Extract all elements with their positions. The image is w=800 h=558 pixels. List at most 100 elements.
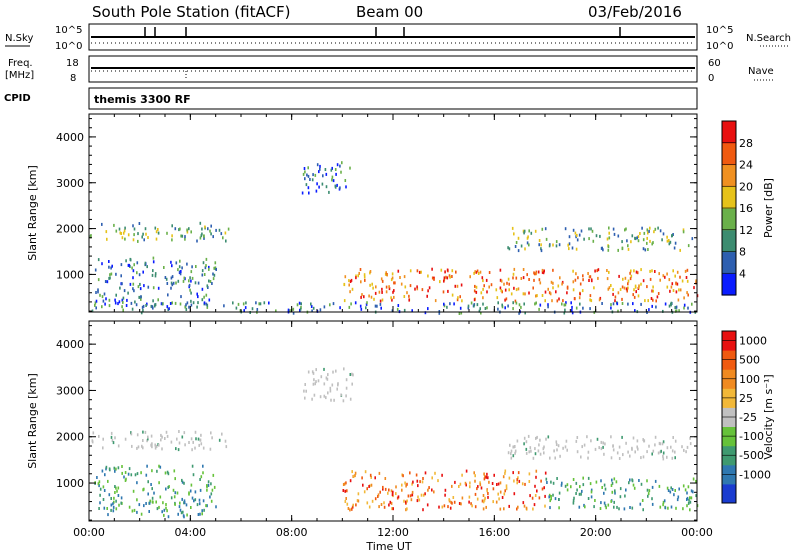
data-cell bbox=[548, 495, 550, 499]
data-cell bbox=[206, 504, 208, 508]
data-cell bbox=[343, 299, 346, 303]
data-cell bbox=[182, 279, 185, 283]
data-cell bbox=[124, 437, 127, 441]
data-cell bbox=[404, 285, 407, 289]
data-cell bbox=[613, 505, 615, 509]
data-cell bbox=[196, 292, 198, 296]
data-cell bbox=[662, 457, 665, 461]
data-cell bbox=[319, 164, 321, 168]
data-cell bbox=[516, 478, 518, 482]
data-cell bbox=[111, 439, 114, 442]
data-cell bbox=[136, 510, 138, 514]
data-cell bbox=[332, 179, 335, 183]
data-cell bbox=[498, 497, 500, 501]
data-cell bbox=[207, 227, 209, 231]
data-cell bbox=[597, 268, 600, 272]
data-cell bbox=[171, 301, 173, 305]
data-cell bbox=[401, 488, 403, 492]
nsky-right-top: 10^5 bbox=[706, 25, 733, 36]
data-cell bbox=[503, 507, 505, 511]
data-cell bbox=[365, 302, 368, 306]
data-cell bbox=[374, 304, 377, 308]
data-cell bbox=[596, 437, 599, 441]
data-cell bbox=[503, 492, 506, 496]
data-cell bbox=[164, 437, 166, 440]
data-cell bbox=[191, 496, 194, 500]
data-cell bbox=[349, 280, 352, 283]
data-cell bbox=[629, 478, 631, 482]
data-cell bbox=[580, 455, 582, 459]
data-cell bbox=[604, 504, 607, 508]
data-cell bbox=[321, 182, 324, 186]
data-cell bbox=[531, 496, 534, 500]
data-cell bbox=[517, 236, 520, 240]
data-cell bbox=[346, 502, 349, 506]
data-cell bbox=[382, 485, 384, 489]
data-cell bbox=[114, 298, 116, 302]
data-cell bbox=[624, 494, 626, 498]
data-cell bbox=[431, 488, 433, 492]
data-cell bbox=[179, 302, 182, 306]
data-cell bbox=[528, 229, 530, 233]
data-cell bbox=[179, 272, 182, 276]
data-cell bbox=[206, 488, 208, 492]
data-cell bbox=[348, 279, 350, 283]
data-cell bbox=[642, 238, 645, 242]
data-cell bbox=[626, 239, 628, 243]
data-cell bbox=[115, 467, 117, 471]
data-cell bbox=[671, 449, 674, 453]
data-cell bbox=[115, 486, 117, 490]
data-cell bbox=[642, 279, 645, 283]
data-cell bbox=[176, 491, 179, 495]
data-cell bbox=[473, 289, 476, 293]
data-cell bbox=[179, 259, 181, 263]
colorbar-tick-label: 25 bbox=[739, 392, 753, 405]
data-cell bbox=[629, 506, 631, 509]
cpid-panel: CPID themis 3300 RF bbox=[4, 87, 698, 110]
data-cell bbox=[344, 179, 347, 182]
data-cell bbox=[421, 480, 424, 484]
data-cell bbox=[639, 232, 641, 235]
data-cell bbox=[166, 305, 169, 309]
data-cell bbox=[141, 235, 143, 239]
data-cell bbox=[627, 286, 629, 290]
data-cell bbox=[593, 505, 595, 509]
data-cell bbox=[343, 367, 345, 371]
data-cell bbox=[143, 238, 145, 242]
data-cell bbox=[517, 505, 519, 509]
data-cell bbox=[593, 286, 595, 290]
data-cell bbox=[497, 482, 500, 486]
data-cell bbox=[654, 227, 657, 231]
data-cell bbox=[508, 247, 511, 251]
data-cell bbox=[183, 499, 186, 503]
data-cell bbox=[406, 507, 408, 511]
data-cell bbox=[110, 266, 112, 270]
data-cell bbox=[571, 309, 573, 312]
data-cell bbox=[342, 489, 345, 492]
data-cell bbox=[329, 389, 332, 393]
data-cell bbox=[670, 303, 672, 307]
data-cell bbox=[564, 303, 567, 307]
data-cell bbox=[152, 256, 155, 260]
data-cell bbox=[351, 470, 353, 474]
data-cell bbox=[170, 260, 172, 264]
data-cell bbox=[152, 306, 154, 310]
data-cell bbox=[182, 514, 185, 518]
data-cell bbox=[128, 467, 131, 471]
data-cell bbox=[642, 508, 644, 512]
data-cell bbox=[556, 448, 558, 452]
data-cell bbox=[174, 491, 177, 495]
data-cell bbox=[394, 281, 396, 285]
data-cell bbox=[381, 290, 383, 294]
data-cell bbox=[191, 265, 193, 269]
data-cell bbox=[346, 489, 348, 493]
data-cell bbox=[589, 294, 592, 298]
data-cell bbox=[461, 473, 463, 477]
data-cell bbox=[649, 226, 651, 230]
data-cell bbox=[324, 168, 327, 171]
data-cell bbox=[524, 311, 526, 315]
data-cell bbox=[129, 282, 132, 286]
data-cell bbox=[634, 285, 637, 289]
data-cell bbox=[507, 451, 510, 455]
data-cell bbox=[450, 500, 452, 504]
